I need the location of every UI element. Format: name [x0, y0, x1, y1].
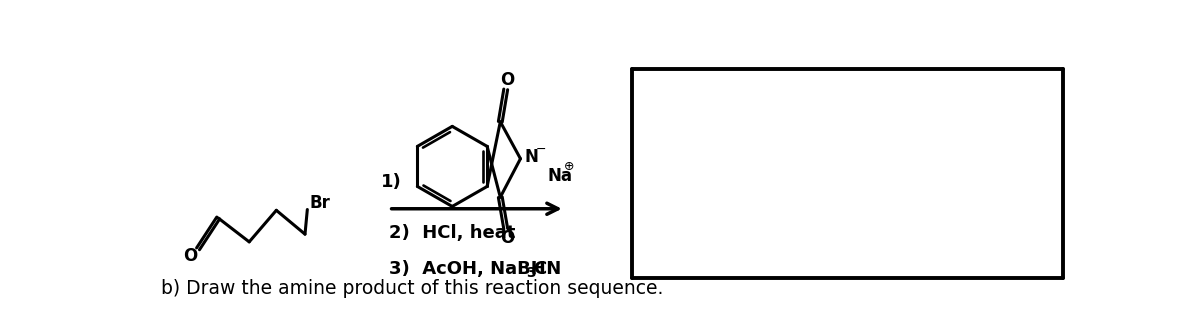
Text: O: O — [500, 71, 515, 89]
Text: O: O — [500, 229, 515, 247]
Text: 2)  HCl, heat: 2) HCl, heat — [389, 224, 515, 242]
Text: N: N — [524, 148, 539, 166]
Text: Na: Na — [547, 167, 572, 185]
Text: ⊕: ⊕ — [564, 160, 575, 173]
Text: Br: Br — [310, 195, 330, 212]
Text: −: − — [535, 143, 546, 156]
Text: 1): 1) — [380, 173, 402, 191]
Text: O: O — [184, 247, 198, 265]
Text: 3: 3 — [526, 266, 535, 280]
Text: 3)  AcOH, NaBH: 3) AcOH, NaBH — [389, 260, 546, 278]
Text: CN: CN — [534, 260, 562, 278]
Text: b) Draw the amine product of this reaction sequence.: b) Draw the amine product of this reacti… — [161, 279, 664, 298]
